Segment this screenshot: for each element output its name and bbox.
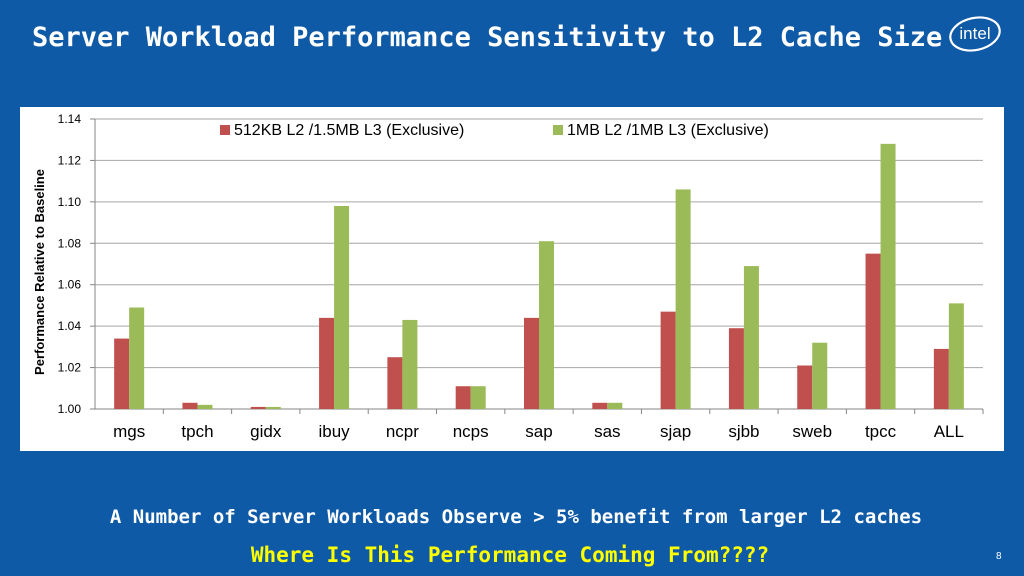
bar-2-ibuy: [334, 206, 350, 409]
x-tick-label: ncpr: [386, 422, 419, 441]
bar-2-ALL: [948, 303, 964, 409]
x-tick-label: ibuy: [318, 422, 350, 441]
footer-caption: A Number of Server Workloads Observe > 5…: [109, 506, 923, 528]
bar-1-sas: [592, 402, 608, 409]
legend-label-1: 512KB L2 /1.5MB L3 (Exclusive): [234, 122, 464, 139]
bar-1-ibuy: [319, 317, 335, 409]
chart-panel: 1.00 1.02 1.04 1.06 1.08 1.10 1.12 1.14 Performa…: [20, 107, 1004, 451]
bar-2-tpch: [197, 404, 213, 409]
slide-title: Server Workload Performance Sensitivity …: [32, 22, 943, 53]
bar-1-ALL: [933, 348, 949, 409]
y-tick-label: 1.04: [58, 319, 82, 333]
y-tick-label: 1.12: [58, 153, 82, 167]
y-tick-label: 1.00: [58, 402, 82, 416]
x-tick-label: sjap: [660, 422, 691, 441]
bar-2-sas: [607, 402, 623, 409]
intel-logo-text: intel: [959, 24, 990, 43]
bar-1-tpch: [182, 402, 198, 409]
bar-1-sjap: [660, 311, 676, 409]
x-tick-label: tpch: [181, 422, 213, 441]
y-tick-label: 1.02: [58, 361, 82, 375]
legend-swatch-1: [220, 125, 230, 135]
bar-1-sweb: [797, 365, 813, 409]
bar-2-ncps: [470, 386, 486, 409]
bar-2-tpcc: [880, 143, 896, 409]
bar-2-mgs: [129, 307, 145, 409]
x-tick-label: gidx: [250, 422, 282, 441]
x-tick-label: sweb: [792, 422, 832, 441]
x-tick-label: sap: [525, 422, 552, 441]
bar-1-tpcc: [865, 253, 881, 409]
y-tick-label: 1.06: [58, 278, 82, 292]
x-tick-label: sas: [594, 422, 620, 441]
x-tick-label: tpcc: [865, 422, 897, 441]
y-tick-label: 1.10: [58, 195, 82, 209]
bar-2-gidx: [265, 406, 281, 409]
bar-1-sjbb: [728, 328, 744, 409]
bar-chart: 1.00 1.02 1.04 1.06 1.08 1.10 1.12 1.14 Performa…: [32, 112, 984, 441]
bar-2-sjap: [675, 189, 691, 409]
bar-2-sweb: [812, 342, 828, 409]
x-tick-label: mgs: [113, 422, 145, 441]
y-tick-label: 1.14: [58, 112, 82, 126]
x-tick-label: ALL: [934, 422, 964, 441]
bar-1-ncpr: [387, 357, 403, 409]
y-tick-label: 1.08: [58, 236, 82, 250]
legend-label-2: 1MB L2 /1MB L3 (Exclusive): [567, 122, 769, 139]
x-tick-label: ncps: [453, 422, 489, 441]
y-axis-title: Performance Relative to Baseline: [32, 169, 47, 375]
bar-1-mgs: [114, 338, 130, 409]
bar-2-ncpr: [402, 319, 418, 409]
x-tick-label: sjbb: [728, 422, 759, 441]
bar-1-gidx: [250, 406, 266, 409]
bar-1-ncps: [455, 386, 471, 409]
intel-logo: intel: [949, 16, 1001, 52]
page-number: 8: [996, 551, 1002, 562]
legend-swatch-2: [553, 125, 563, 135]
bar-1-sap: [524, 317, 539, 409]
bar-2-sjbb: [743, 266, 759, 409]
bar-2-sap: [539, 241, 554, 409]
footer-question: Where Is This Performance Coming From???…: [250, 543, 770, 567]
